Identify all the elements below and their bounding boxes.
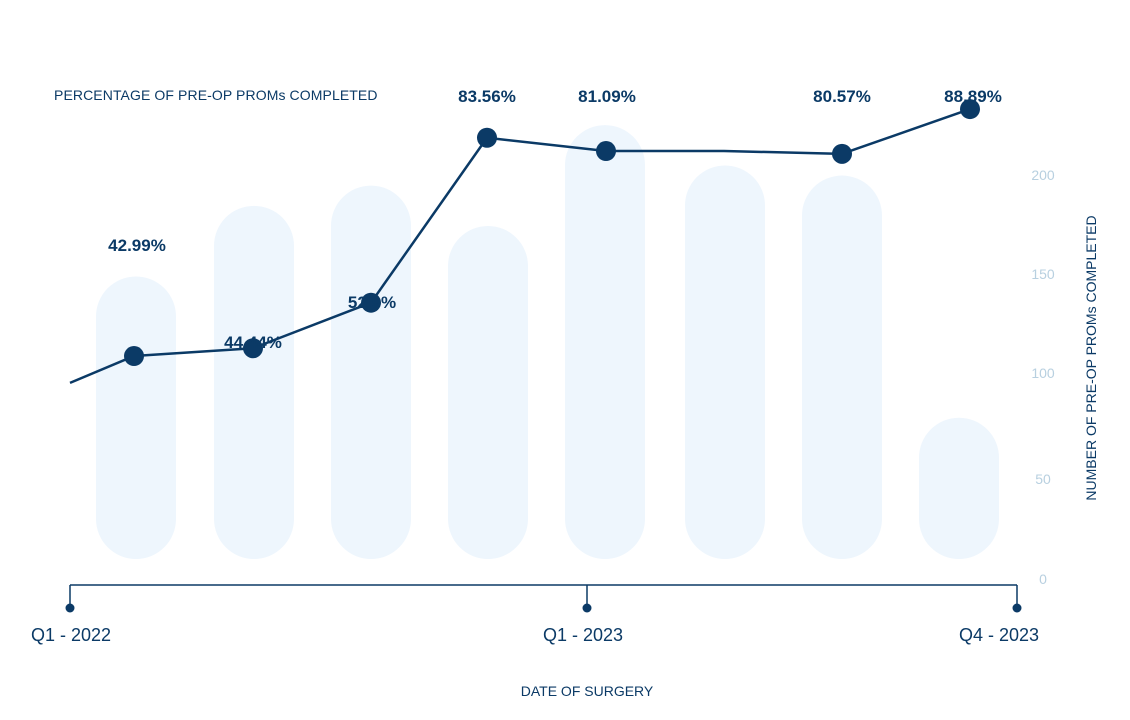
y-tick-label: 100 <box>1031 365 1055 381</box>
y-tick-label: 50 <box>1035 471 1051 487</box>
line-marker <box>832 143 852 164</box>
bar <box>96 276 176 559</box>
bar <box>331 185 411 560</box>
bar <box>685 165 765 560</box>
bar <box>448 226 528 559</box>
x-axis-tick-dot <box>1012 603 1022 613</box>
line-axis-title: PERCENTAGE OF PRE-OP PROMs COMPLETED <box>54 87 378 103</box>
data-label: 81.09% <box>578 87 636 106</box>
bar <box>802 175 882 559</box>
data-label: 44.44% <box>224 333 282 352</box>
data-label: 52.9% <box>347 293 397 312</box>
x-tick-label-q1-2022: Q1 - 2022 <box>30 625 112 645</box>
data-label: 42.99% <box>108 236 166 255</box>
data-label: 83.56% <box>458 87 516 106</box>
y-tick-label: 200 <box>1031 167 1055 183</box>
x-tick-label-q1-2023: Q1 - 2023 <box>542 625 624 645</box>
line-marker <box>960 99 980 120</box>
y-tick-label: 0 <box>1039 571 1047 587</box>
bar <box>214 205 294 559</box>
y-tick-label: 150 <box>1031 266 1055 282</box>
bar <box>565 125 645 559</box>
bar-axis-title: NUMBER OF PRE-OP PROMs COMPLETED <box>1083 215 1099 501</box>
line-marker <box>124 346 144 367</box>
x-axis-tick-dot <box>65 603 75 613</box>
line-marker <box>243 338 263 359</box>
x-tick-label-q4-2023: Q4 - 2023 <box>958 625 1040 645</box>
x-axis-tick-dot <box>582 603 592 613</box>
data-label: 80.57% <box>813 87 871 106</box>
data-label: 88.89% <box>944 87 1002 106</box>
line-marker <box>361 292 381 313</box>
line-marker <box>477 127 497 148</box>
bar <box>919 417 999 559</box>
line-marker <box>596 141 616 162</box>
x-axis-label: DATE OF SURGERY <box>520 683 654 699</box>
